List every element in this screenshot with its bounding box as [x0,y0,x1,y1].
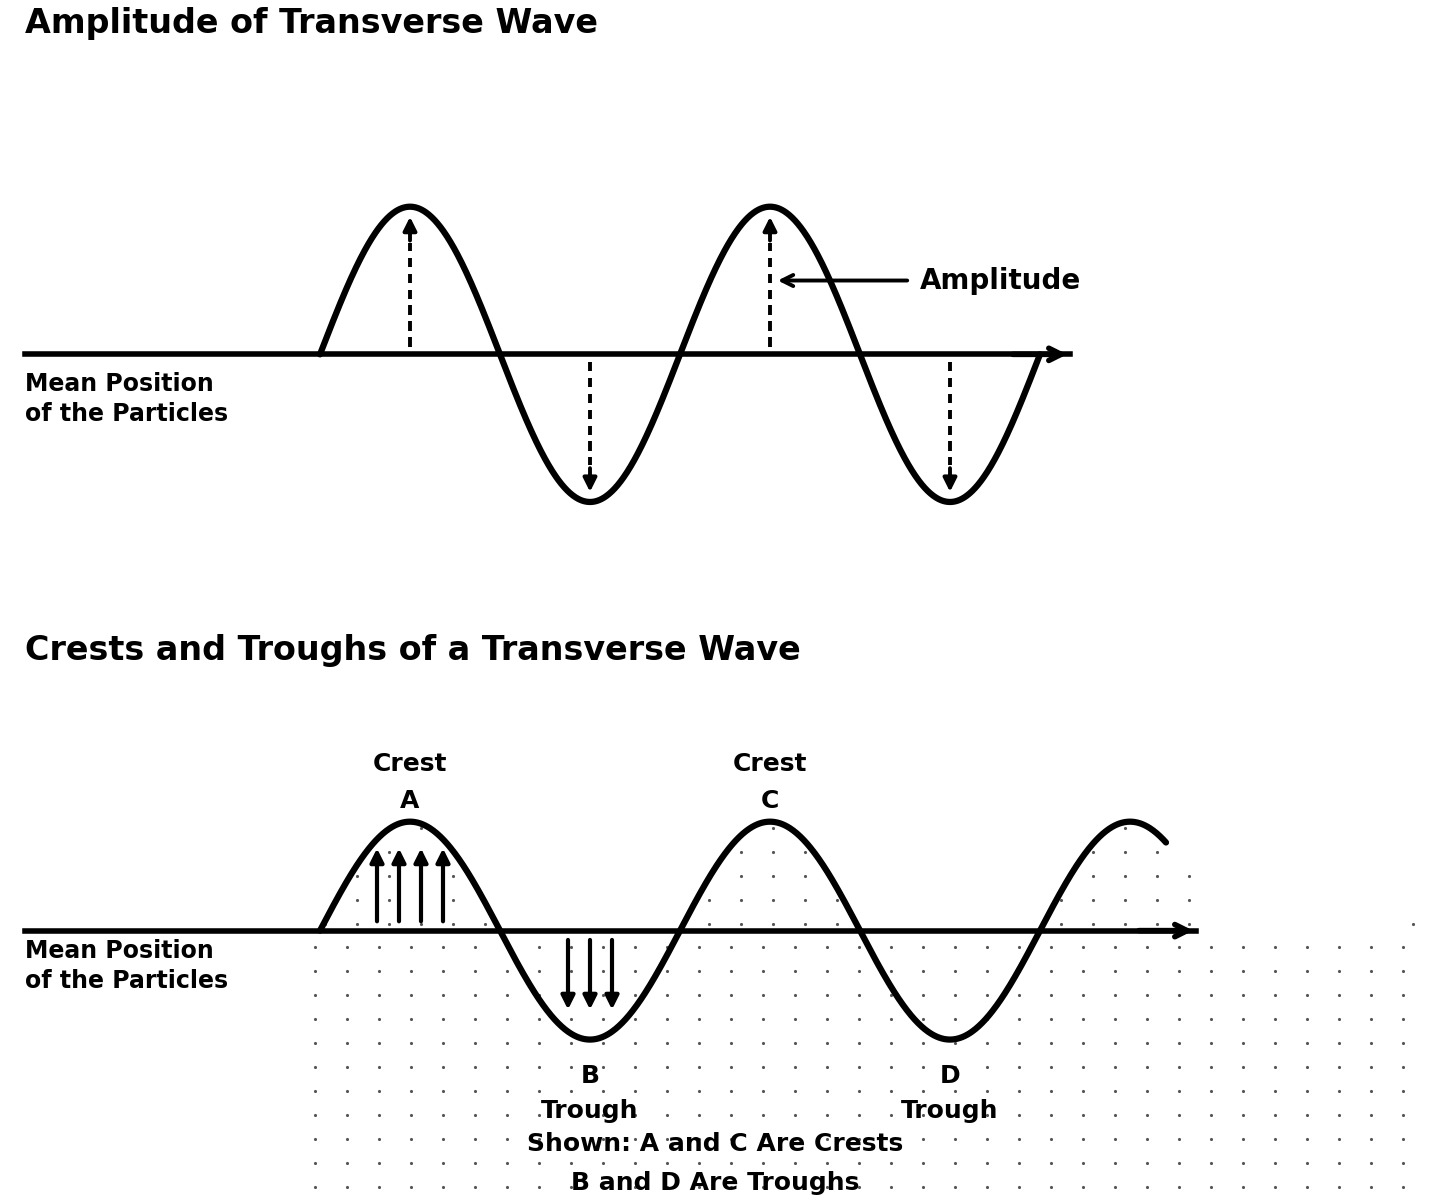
Text: A: A [400,789,419,813]
Text: B: B [581,1063,599,1088]
Text: Amplitude of Transverse Wave: Amplitude of Transverse Wave [24,7,598,41]
Text: C: C [761,789,779,813]
Text: Amplitude: Amplitude [919,267,1081,295]
Text: Shown: A and C Are Crests
B and D Are Troughs: Shown: A and C Are Crests B and D Are Tr… [526,1132,904,1196]
Text: Crest: Crest [732,752,808,776]
Text: Trough: Trough [901,1100,998,1124]
Text: Mean Position
of the Particles: Mean Position of the Particles [24,940,229,992]
Text: Crest: Crest [373,752,448,776]
Text: Crests and Troughs of a Transverse Wave: Crests and Troughs of a Transverse Wave [24,634,801,668]
Text: D: D [940,1063,961,1088]
Text: Mean Position
of the Particles: Mean Position of the Particles [24,372,229,426]
Text: Trough: Trough [541,1100,639,1124]
